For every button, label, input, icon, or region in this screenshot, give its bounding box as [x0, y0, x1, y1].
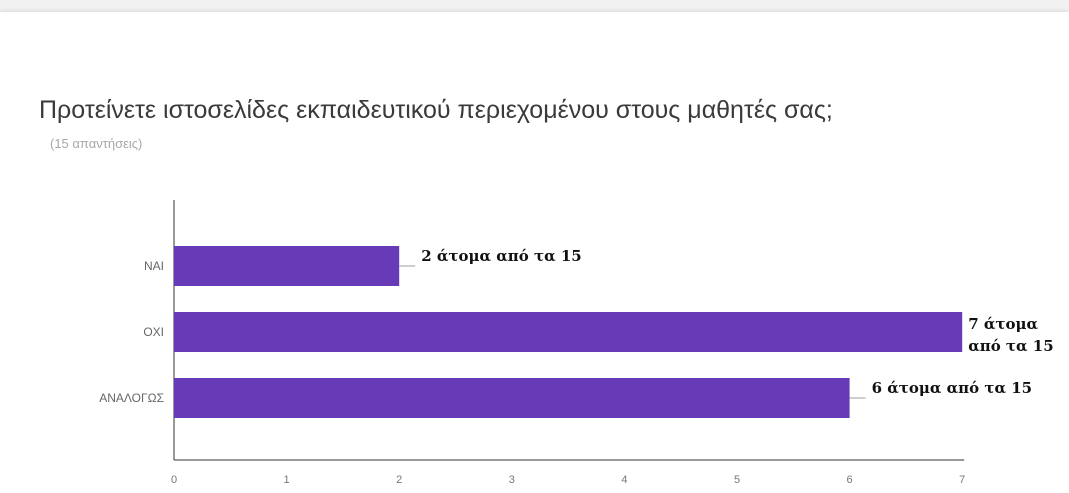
x-tick-label: 4 [621, 474, 627, 486]
x-tick-label: 3 [509, 474, 515, 486]
x-tick-label: 2 [396, 474, 402, 486]
data-label: 2 άτομα από τα 15 [421, 247, 582, 265]
x-tick-label: 0 [171, 474, 177, 486]
category-label: ΝΑΙ [144, 259, 164, 273]
category-label: ΟΧΙ [143, 325, 164, 339]
x-tick-label: 7 [959, 474, 965, 486]
bar [174, 378, 850, 418]
data-label: 7 άτομα από τα 15 [968, 315, 1053, 355]
data-label: 6 άτομα από τα 15 [872, 379, 1033, 397]
x-tick-label: 1 [284, 474, 290, 486]
response-count: (15 απαντήσεις) [50, 136, 143, 151]
bar [174, 246, 400, 286]
x-tick-label: 6 [847, 474, 853, 486]
category-label: ΑΝΑΛΟΓΩΣ [99, 391, 164, 405]
bar [174, 312, 963, 352]
chart-title: Προτείνετε ιστοσελίδες εκπαιδευτικού περ… [39, 96, 833, 124]
x-tick-label: 5 [734, 474, 740, 486]
